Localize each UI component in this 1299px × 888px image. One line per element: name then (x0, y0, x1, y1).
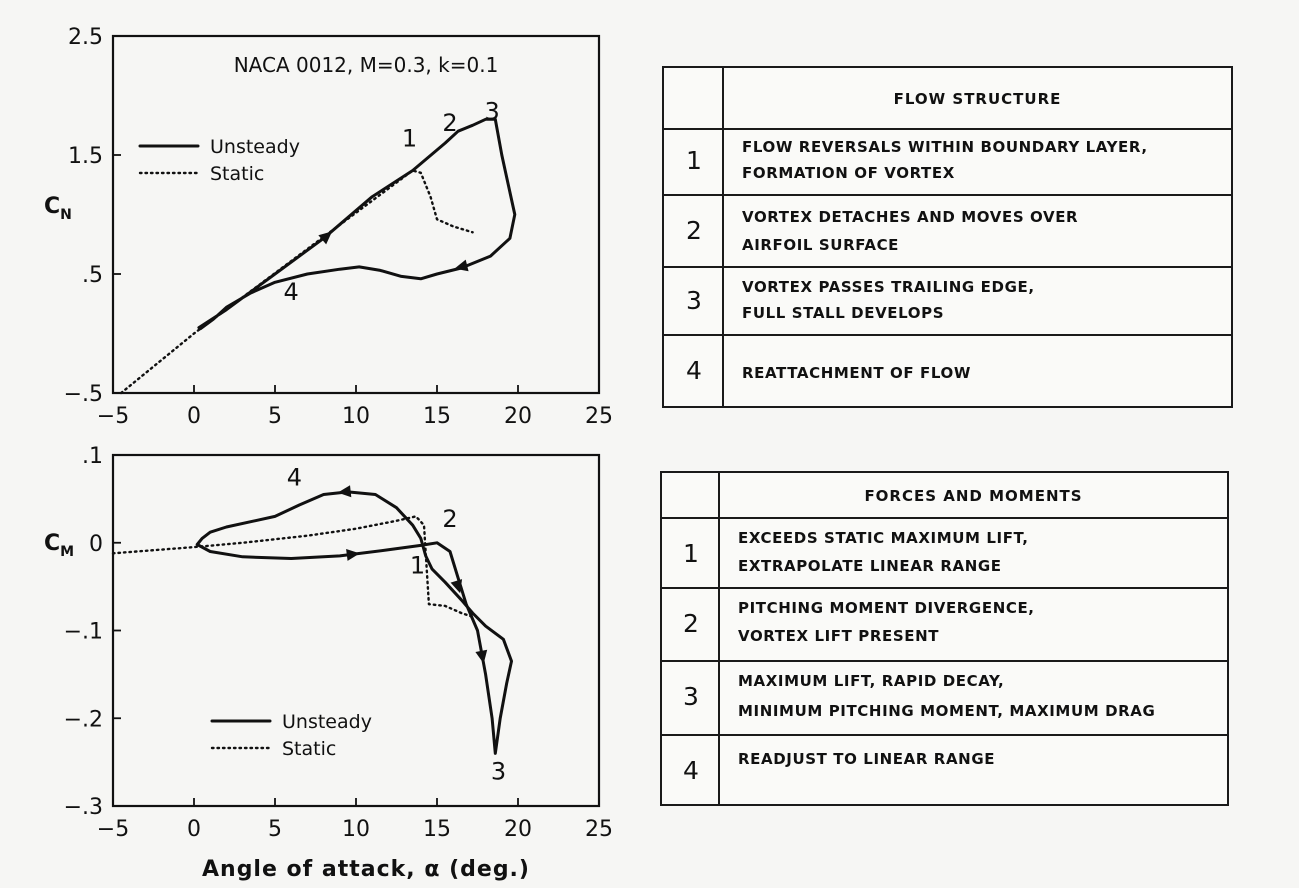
row-number: 3 (683, 682, 699, 711)
row-number: 1 (686, 146, 702, 175)
point-annotation: 4 (284, 278, 299, 306)
row-text-line: AIRFOIL SURFACE (742, 236, 900, 254)
y-axis-label: CN (44, 194, 72, 223)
flow-structure-row: 4 REATTACHMENT OF FLOW (664, 334, 1231, 406)
direction-arrow (475, 649, 488, 664)
forces-and-moments-header: FORCES AND MOMENTS (864, 487, 1083, 505)
series-line-solid (195, 490, 513, 755)
y-tick-label: −.1 (64, 620, 103, 645)
row-text-line: MAXIMUM LIFT, RAPID DECAY, (738, 672, 1005, 690)
flow-structure-row: 2 VORTEX DETACHES AND MOVES OVER AIRFOIL… (664, 194, 1231, 266)
legend-label: Unsteady (210, 136, 300, 158)
forces-and-moments-row: 1 EXCEEDS STATIC MAXIMUM LIFT, EXTRAPOLA… (662, 517, 1227, 587)
row-text-line: VORTEX LIFT PRESENT (738, 627, 940, 645)
direction-arrow (454, 259, 469, 272)
x-tick-label: 10 (342, 404, 370, 429)
x-tick-label: 0 (187, 404, 201, 429)
y-tick-label: .1 (82, 444, 103, 469)
point-annotation: 4 (287, 464, 302, 492)
x-tick-label: 15 (423, 404, 451, 429)
x-tick-label: 10 (342, 817, 370, 842)
row-number: 3 (686, 286, 702, 315)
direction-arrow (450, 579, 463, 594)
row-number: 2 (686, 216, 702, 245)
x-tick-label: 25 (585, 817, 613, 842)
forces-and-moments-row: 4 READJUST TO LINEAR RANGE (662, 734, 1227, 804)
y-axis-label: CM (44, 531, 74, 560)
direction-arrow (318, 231, 333, 245)
y-tick-label: −.5 (64, 382, 103, 407)
x-tick-label: −5 (97, 404, 129, 429)
forces-and-moments-row: 3 MAXIMUM LIFT, RAPID DECAY, MINIMUM PIT… (662, 660, 1227, 734)
chart-title: NACA 0012, M=0.3, k=0.1 (234, 53, 499, 77)
legend-label: Static (210, 163, 264, 185)
plot-frame (111, 453, 601, 808)
point-annotation: 3 (484, 97, 499, 125)
direction-arrow (346, 548, 360, 561)
row-number: 2 (683, 609, 699, 638)
series-line-dotted (111, 515, 476, 619)
row-text-line: VORTEX DETACHES AND MOVES OVER (742, 208, 1079, 226)
legend-label: Static (282, 738, 336, 760)
flow-structure-row: 3 VORTEX PASSES TRAILING EDGE, FULL STAL… (664, 266, 1231, 334)
y-tick-label: 2.5 (68, 25, 103, 50)
flow-structure-table: FLOW STRUCTURE 1 FLOW REVERSALS WITHIN B… (662, 66, 1233, 408)
point-annotation: 2 (442, 505, 457, 533)
direction-arrow (337, 485, 352, 498)
x-tick-label: 0 (187, 817, 201, 842)
point-annotation: 1 (410, 551, 425, 579)
y-tick-label: 0 (89, 532, 103, 557)
series-line-dotted (119, 169, 474, 395)
x-tick-label: 5 (268, 404, 282, 429)
x-tick-label: 20 (504, 817, 532, 842)
flow-structure-header: FLOW STRUCTURE (893, 90, 1062, 108)
row-number: 1 (683, 539, 699, 568)
row-text-line: EXCEEDS STATIC MAXIMUM LIFT, (738, 529, 1029, 547)
flow-structure-row: 1 FLOW REVERSALS WITHIN BOUNDARY LAYER, … (664, 128, 1231, 194)
row-text-line: VORTEX PASSES TRAILING EDGE, (742, 278, 1035, 296)
row-text-line: PITCHING MOMENT DIVERGENCE, (738, 599, 1035, 617)
point-annotation: 3 (491, 758, 506, 786)
y-tick-label: .5 (82, 263, 103, 288)
point-annotation: 2 (442, 109, 457, 137)
series-line-solid (197, 117, 517, 331)
y-tick-label: −.3 (64, 795, 103, 820)
legend-label: Unsteady (282, 711, 372, 733)
row-text-line: FLOW REVERSALS WITHIN BOUNDARY LAYER, (742, 138, 1148, 156)
row-text-line: REATTACHMENT OF FLOW (742, 364, 972, 382)
forces-and-moments-table: FORCES AND MOMENTS 1 EXCEEDS STATIC MAXI… (660, 471, 1229, 806)
x-tick-label: −5 (97, 817, 129, 842)
plot-2 (111, 453, 601, 808)
plot-1 (111, 34, 601, 395)
point-annotation: 1 (402, 125, 417, 153)
x-axis-label: Angle of attack, α (deg.) (202, 857, 530, 882)
row-text-line: EXTRAPOLATE LINEAR RANGE (738, 557, 1002, 575)
row-text-line: READJUST TO LINEAR RANGE (738, 750, 996, 768)
x-tick-label: 15 (423, 817, 451, 842)
y-tick-label: 1.5 (68, 144, 103, 169)
x-tick-label: 5 (268, 817, 282, 842)
forces-and-moments-row: 2 PITCHING MOMENT DIVERGENCE, VORTEX LIF… (662, 587, 1227, 660)
row-text-line: FORMATION OF VORTEX (742, 164, 955, 182)
x-tick-label: 25 (585, 404, 613, 429)
row-number: 4 (686, 356, 702, 385)
y-tick-label: −.2 (64, 707, 103, 732)
row-text-line: FULL STALL DEVELOPS (742, 304, 945, 322)
row-number: 4 (683, 756, 699, 785)
row-text-line: MINIMUM PITCHING MOMENT, MAXIMUM DRAG (738, 702, 1156, 720)
x-tick-label: 20 (504, 404, 532, 429)
